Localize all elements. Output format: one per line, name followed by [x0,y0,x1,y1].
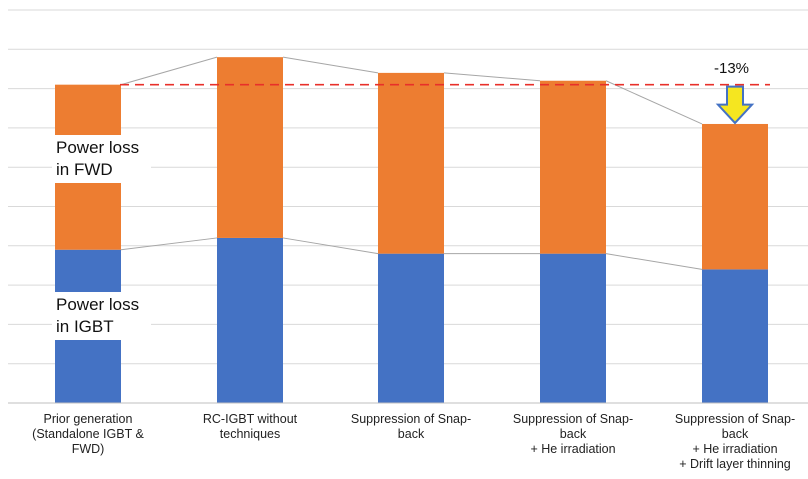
connector-top [120,56,218,86]
reduction-annotation: -13% [714,60,750,77]
series-label-fwd: Power loss in FWD [52,135,152,183]
bar-igbt [702,269,768,403]
category-label-line: techniques [219,427,281,441]
category-label-line: RC-IGBT without [202,412,298,426]
bar-igbt [378,253,444,403]
category-label: Suppression of Snap-back [336,412,486,442]
connector-top [443,72,541,82]
reduction-arrow [715,85,755,125]
bar-fwd [378,72,444,254]
series-label-igbt: Power loss in IGBT [52,292,152,340]
bar-fwd [702,123,768,270]
category-label-line: Suppression of Snap- [512,412,634,426]
bar-fwd [217,57,283,238]
down-arrow-icon [715,85,755,125]
connector-lines [120,56,703,270]
connector-top [605,80,703,125]
category-label: Suppression of Snap-back + He irradiation… [660,412,808,472]
category-label: RC-IGBT without techniques [175,412,325,442]
category-label-line: back [397,427,425,441]
category-label-line: (Standalone IGBT & [32,427,144,441]
connector-top [282,56,379,74]
category-label-line: + He irradiation [692,442,778,456]
category-label-line: Prior generation [43,412,133,426]
category-label: Suppression of Snap-back + He irradiation [498,412,648,457]
category-label-line: Suppression of Snap- [674,412,796,426]
category-label-line: FWD) [71,442,105,456]
category-label-line: Suppression of Snap- [350,412,472,426]
connector-mid [282,237,379,255]
bar-igbt [217,237,283,403]
bars [55,57,768,403]
category-label-line: back [559,427,587,441]
category-label-line: + Drift layer thinning [679,457,791,471]
connector-mid [120,237,218,251]
category-label-line: back [721,427,749,441]
connector-mid [605,253,703,270]
bar-fwd [540,80,606,254]
category-label: Prior generation (Standalone IGBT & FWD) [13,412,163,457]
bar-igbt [540,253,606,403]
category-label-line: + He irradiation [530,442,616,456]
